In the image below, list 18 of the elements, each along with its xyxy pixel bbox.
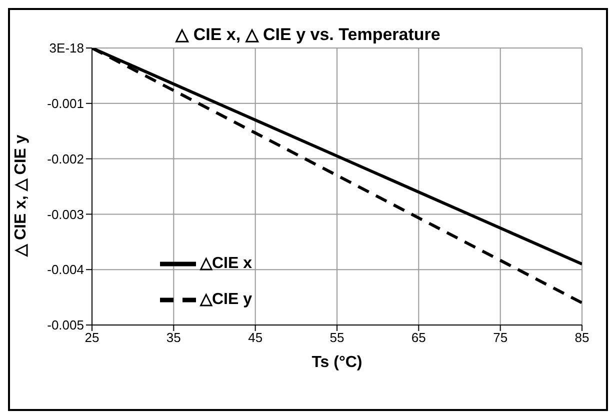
y-axis-title: △ CIE x, △ CIE y [12,134,30,258]
x-tick-label: 35 [166,330,181,346]
y-tick-label: 3E-18 [49,40,84,56]
x-tick-label: 65 [411,330,426,346]
x-tick-label: 85 [574,330,590,346]
y-tick-label: -0.004 [47,262,84,278]
y-tick-label: -0.001 [47,96,84,112]
y-tick-label: -0.002 [47,151,84,166]
legend-label: △CIE x [200,255,252,272]
x-tick-label: 75 [493,330,508,346]
x-tick-label: 25 [84,330,100,346]
legend-label: △CIE y [200,291,252,308]
x-tick-label: 55 [330,330,344,346]
y-tick-label: -0.003 [47,206,84,222]
x-axis-title: Ts (°C) [312,354,362,371]
y-tick-label: -0.005 [47,318,84,333]
chart-title: △ CIE x, △ CIE y vs. Temperature [176,25,440,44]
x-tick-label: 45 [248,330,263,346]
